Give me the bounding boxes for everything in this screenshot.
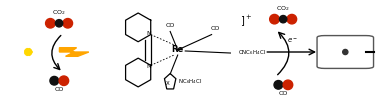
Ellipse shape (46, 19, 55, 28)
Text: CO: CO (211, 27, 220, 32)
Text: CO$_2$: CO$_2$ (276, 4, 290, 13)
Text: CO: CO (166, 23, 175, 28)
Text: NC$_6$H$_4$Cl: NC$_6$H$_4$Cl (178, 77, 202, 86)
Ellipse shape (287, 14, 297, 24)
Ellipse shape (59, 76, 69, 85)
Text: CNC$_6$H$_4$Cl: CNC$_6$H$_4$Cl (238, 49, 266, 58)
Text: X: X (166, 81, 169, 86)
Polygon shape (59, 48, 89, 56)
Ellipse shape (283, 80, 293, 90)
Ellipse shape (55, 20, 63, 27)
Text: CO: CO (279, 91, 288, 96)
Ellipse shape (279, 15, 287, 23)
Ellipse shape (26, 50, 30, 54)
Text: CO: CO (54, 87, 64, 92)
Ellipse shape (63, 19, 73, 28)
FancyBboxPatch shape (317, 36, 373, 68)
Ellipse shape (270, 14, 279, 24)
Text: Re: Re (172, 45, 184, 54)
Text: CO$_2$: CO$_2$ (52, 8, 66, 17)
Text: ]$^+$: ]$^+$ (240, 13, 252, 28)
Ellipse shape (274, 80, 283, 89)
Text: N: N (146, 64, 151, 69)
Text: N: N (146, 31, 151, 36)
Ellipse shape (343, 49, 348, 55)
Ellipse shape (50, 76, 59, 85)
Text: $e^-$: $e^-$ (287, 36, 298, 45)
